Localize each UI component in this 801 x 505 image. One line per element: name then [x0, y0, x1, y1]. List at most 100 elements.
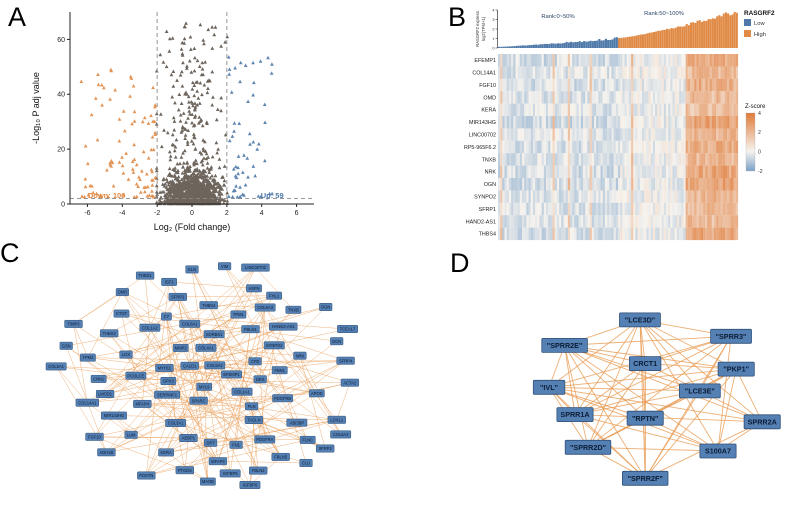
gene-node [229, 440, 243, 449]
gene-node [168, 292, 187, 301]
svg-text:SYNPO2: SYNPO2 [266, 343, 283, 348]
svg-text:Down: 100: Down: 100 [88, 191, 126, 200]
volcano-points-nonsignificant [154, 21, 230, 206]
svg-text:"SPRR2F": "SPRR2F" [628, 474, 663, 483]
svg-text:LOXL1: LOXL1 [330, 417, 343, 422]
gene-node [340, 378, 360, 387]
legend-swatch-high [744, 30, 751, 37]
svg-text:KERA: KERA [161, 450, 172, 455]
svg-text:Z-score: Z-score [745, 104, 766, 110]
svg-text:LOX: LOX [122, 352, 130, 357]
svg-text:CNN1: CNN1 [93, 376, 105, 381]
hub-gene-node [626, 410, 664, 426]
svg-text:Up: 59: Up: 59 [261, 191, 284, 200]
hub-gene-node [532, 379, 566, 395]
legend-swatch-low [744, 19, 751, 26]
gene-node [299, 459, 313, 467]
svg-text:GSN: GSN [62, 343, 71, 348]
gene-node [330, 430, 352, 439]
gene-node [85, 432, 104, 441]
svg-text:TPM2: TPM2 [82, 355, 94, 360]
svg-text:Log₂ (Fold change): Log₂ (Fold change) [154, 222, 231, 232]
gene-node [189, 396, 208, 405]
hub-gene-node [710, 328, 752, 344]
gene-node [137, 471, 156, 480]
svg-text:-2: -2 [154, 210, 160, 217]
svg-text:FBLN2: FBLN2 [252, 468, 265, 473]
svg-text:0: 0 [758, 149, 761, 155]
svg-text:EFEMP1: EFEMP1 [474, 58, 496, 64]
svg-text:ASPN: ASPN [248, 286, 259, 291]
svg-text:ADH1B: ADH1B [100, 450, 114, 455]
svg-text:AEBP1: AEBP1 [182, 436, 196, 441]
gene-node [125, 371, 147, 380]
svg-text:SERPINF1: SERPINF1 [157, 392, 178, 397]
hub-gene-node [678, 383, 721, 399]
svg-text:COL3A1: COL3A1 [168, 421, 184, 426]
svg-text:TAGLN: TAGLN [247, 418, 260, 423]
svg-text:THBS4: THBS4 [479, 232, 496, 238]
svg-text:2: 2 [225, 210, 229, 217]
svg-text:High: High [754, 32, 766, 38]
gene-node [161, 312, 172, 321]
gene-node [179, 319, 201, 328]
svg-text:SFRP1: SFRP1 [479, 207, 496, 213]
gene-node [100, 329, 119, 338]
svg-text:COL6A1: COL6A1 [182, 321, 198, 326]
svg-text:6: 6 [295, 210, 299, 217]
svg-text:S100A7: S100A7 [705, 447, 731, 456]
gene-node [172, 343, 189, 352]
gene-node [293, 351, 307, 360]
volcano-points-down [79, 67, 158, 199]
svg-text:EFEMP1: EFEMP1 [223, 372, 240, 377]
panel-b-label: B [448, 2, 467, 32]
svg-text:SPRR1A: SPRR1A [560, 410, 589, 419]
svg-text:TIMP3: TIMP3 [67, 322, 80, 327]
svg-text:COL6A3: COL6A3 [257, 305, 273, 310]
svg-text:TNXB: TNXB [482, 157, 497, 163]
gene-node [80, 353, 96, 362]
svg-text:VIM: VIM [221, 264, 229, 269]
panel-c-label: C [0, 238, 20, 268]
svg-text:-Log₁₀ P adj value: -Log₁₀ P adj value [31, 72, 41, 144]
svg-text:MAOB: MAOB [202, 479, 214, 484]
svg-text:NRK: NRK [485, 170, 497, 176]
gene-node [95, 390, 115, 398]
svg-text:ELN: ELN [188, 267, 196, 272]
svg-text:PTGDS: PTGDS [178, 468, 192, 473]
gene-node [330, 337, 344, 346]
svg-text:DCN: DCN [332, 339, 341, 344]
gene-node [185, 265, 199, 274]
svg-text:PDGFRA: PDGFRA [256, 437, 273, 442]
svg-text:SFRP1: SFRP1 [171, 294, 185, 299]
svg-text:"RPTN": "RPTN" [632, 414, 658, 423]
gene-node [221, 370, 242, 379]
gene-node [165, 419, 187, 427]
gene-node [158, 448, 174, 457]
svg-text:-2: -2 [758, 169, 763, 175]
gene-node [241, 263, 270, 272]
gene-node [271, 366, 288, 375]
svg-text:NRK: NRK [296, 353, 305, 358]
svg-text:"SPRR3": "SPRR3" [716, 332, 747, 341]
network-nodes: COL1A1 COL1A2 COL3A1 COL5A1 COL5A2 COL6A1 COL6… [45, 262, 360, 489]
svg-text:RP5-965F6.2: RP5-965F6.2 [464, 145, 496, 151]
gene-node [219, 469, 241, 478]
svg-text:COL1A1: COL1A1 [234, 389, 250, 394]
heatmap-cells [498, 54, 739, 241]
svg-text:FGF10: FGF10 [479, 83, 496, 89]
gene-node [195, 343, 217, 352]
svg-text:CLU: CLU [302, 461, 310, 466]
gene-node [115, 288, 129, 297]
gene-node [218, 262, 232, 271]
svg-text:OMD: OMD [483, 95, 496, 101]
svg-text:"SPRR2D": "SPRR2D" [570, 443, 606, 452]
svg-text:THBS2: THBS2 [103, 331, 117, 336]
gene-node [160, 377, 177, 385]
gene-node [45, 362, 67, 371]
svg-text:IGFBP6: IGFBP6 [243, 483, 258, 488]
svg-text:GPX3: GPX3 [163, 379, 175, 384]
svg-text:LINC00702: LINC00702 [469, 133, 496, 139]
gene-node [180, 361, 199, 370]
svg-text:SPRR2A: SPRR2A [748, 417, 777, 426]
